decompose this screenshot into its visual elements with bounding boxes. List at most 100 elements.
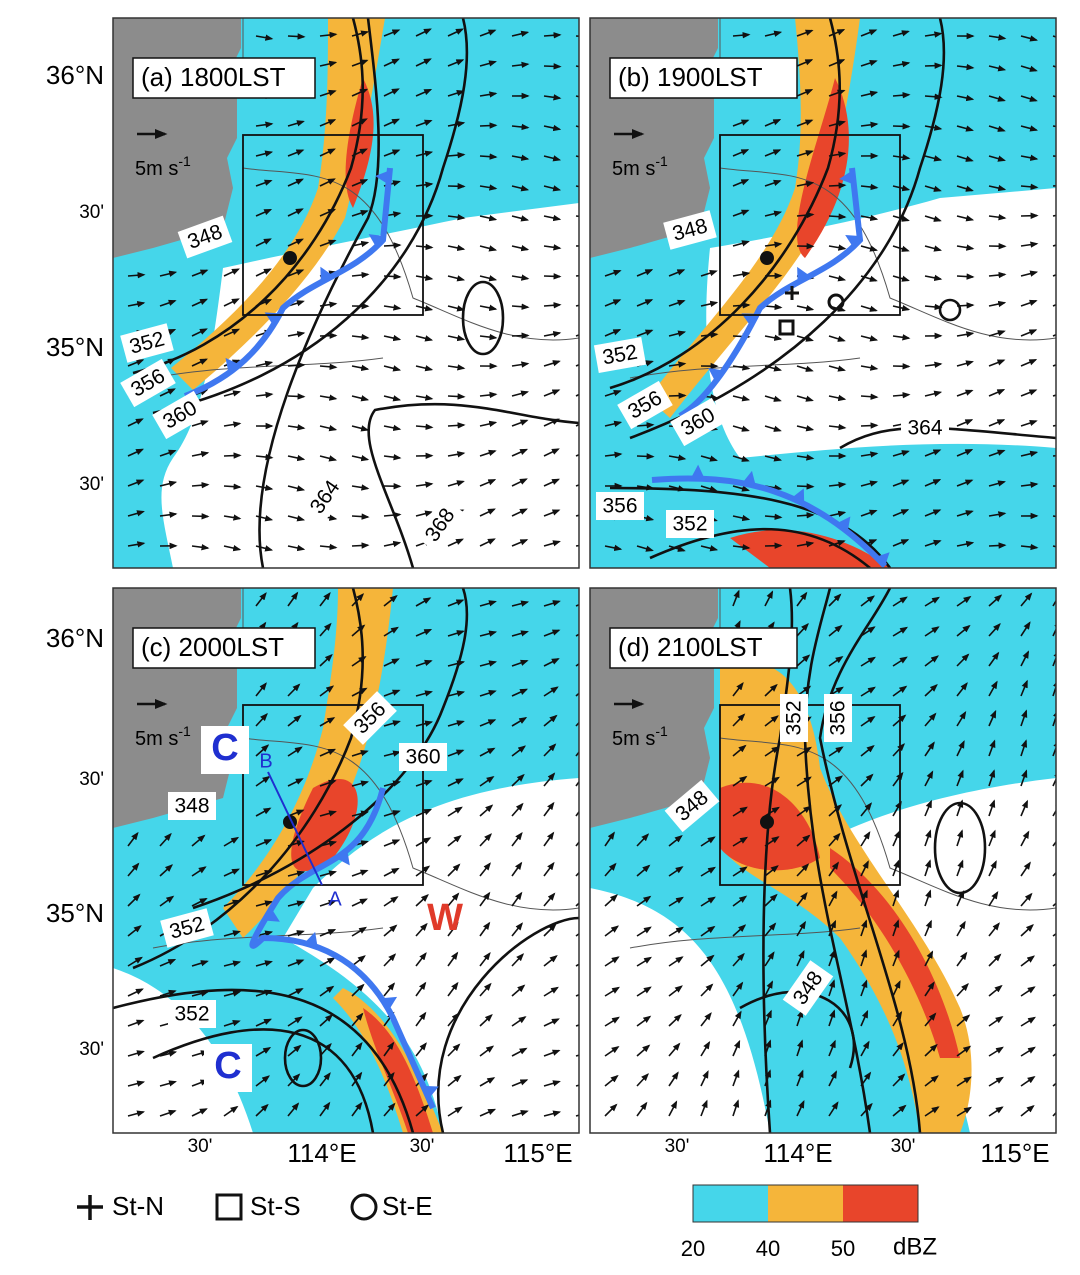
wind-vector [480,125,496,126]
panel-title: (c) 2000LST [141,632,284,662]
x-axis-label: 115°E [503,1138,572,1168]
scale-text: 5m s [135,728,178,750]
contour-label-text: 364 [907,417,942,440]
x-axis-label: 114°E [763,1138,832,1168]
x-axis-label: 30' [410,1136,435,1157]
contour-label-text: 356 [602,495,637,518]
wind-vector [637,456,653,457]
x-axis-label: 114°E [287,1138,356,1168]
wind-vector [989,545,1005,546]
colorbar-bin [768,1185,843,1222]
wind-vector [352,545,368,546]
panel-title: (b) 1900LST [618,62,763,92]
city-dot [760,251,774,265]
contour-label-text: 356 [827,700,850,735]
x-axis-label: 30' [891,1136,916,1157]
wind-vector [797,486,813,487]
wind-vector [669,395,685,396]
wind-vector [288,36,304,37]
y-axis-label: 30' [79,769,104,790]
panel-body [113,588,592,1133]
wind-vector [861,425,877,426]
scale-text: 5m s [135,158,178,180]
y-axis-label: 30' [79,474,104,495]
wind-vector [352,516,368,517]
contour-label: 352 [168,1000,216,1028]
colorbar-bin [693,1185,768,1222]
contour-label: 360 [399,743,447,771]
annotation: C [214,1045,241,1087]
colorbar-bin [843,1185,918,1222]
wind-vector [448,425,464,426]
contour-label: 364 [901,414,949,442]
colorbar-tick: 50 [831,1236,855,1261]
contour-label-text: 352 [783,700,806,735]
contour-label-text: 352 [672,513,707,536]
panel-title: (a) 1800LST [141,62,286,92]
scale-exponent: -1 [655,153,668,169]
panel-title: (d) 2100LST [618,632,763,662]
contour-label: 352 [780,694,808,742]
panel-body [590,588,1067,1133]
wind-vector [224,455,240,456]
wind-vector [384,245,400,246]
wind-vector [288,396,304,397]
contour-label: 352 [666,510,714,538]
panel: (c) 2000LST 5m s-1 [113,588,592,1133]
y-axis-label: 35°N [46,332,104,362]
wind-vector [925,65,941,66]
annotation: B [259,750,272,772]
wind-vector [957,276,973,277]
city-dot [760,815,774,829]
x-axis-label: 30' [665,1136,690,1157]
panel: (a) 1800LST 5m s-1 [113,18,592,568]
scale-text: 5m s [612,158,655,180]
legend-circle [352,1195,376,1219]
panel-body [113,18,592,568]
wind-vector [544,276,560,277]
y-axis-label: 36°N [46,60,104,90]
wind-vector [893,126,909,127]
legend-square [217,1195,241,1219]
y-axis-label: 36°N [46,623,104,653]
legend-label: St-E [382,1191,433,1221]
colorbar-tick: 20 [681,1236,705,1261]
city-dot [283,251,297,265]
legend-label: St-S [250,1191,301,1221]
wind-vector [544,66,560,67]
colorbar-unit: dBZ [893,1233,937,1260]
panel: (b) 1900LST 5m s-1 [590,18,1069,568]
wind-vector [861,396,877,397]
wind-vector [829,216,845,217]
wind-vector [224,486,240,487]
annotation: C [211,727,238,769]
y-axis-label: 30' [79,202,104,223]
legend-label: St-N [112,1191,164,1221]
wind-vector [480,156,496,157]
wind-vector [288,365,304,366]
scale-exponent: -1 [178,723,191,739]
y-axis-label: 35°N [46,898,104,928]
x-axis-label: 115°E [980,1138,1049,1168]
legend-plus [77,1195,103,1220]
annotation: A [328,888,342,910]
panel-body [590,18,1069,568]
contour-label: 356 [824,694,852,742]
panel: (d) 2100LST 5m s-1 [590,588,1067,1133]
scale-text: 5m s [612,728,655,750]
scale-exponent: -1 [178,153,191,169]
contour-label-text: 352 [174,1003,209,1026]
contour-label: 348 [168,792,216,820]
contour-label-text: 348 [174,795,209,818]
wind-vector [448,396,464,397]
x-axis-label: 30' [188,1136,213,1157]
contour-label: 356 [596,492,644,520]
annotation: W [427,897,463,939]
y-axis-label: 30' [79,1039,104,1060]
scale-exponent: -1 [655,723,668,739]
colorbar-tick: 40 [756,1236,780,1261]
wind-vector [829,185,845,186]
contour-label-text: 360 [405,746,440,769]
wind-vector [512,335,528,336]
